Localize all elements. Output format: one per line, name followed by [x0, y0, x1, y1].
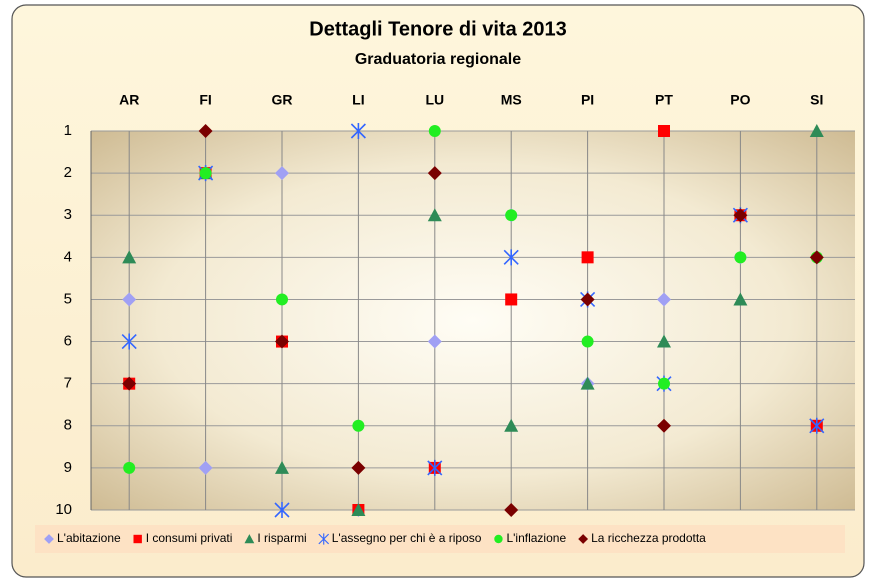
y-tick-label: 6 [64, 333, 72, 350]
legend-label: La ricchezza prodotta [591, 531, 706, 545]
marker [351, 460, 366, 475]
legend-item: I risparmi [244, 531, 307, 545]
marker [318, 533, 330, 545]
y-tick-label: 1 [64, 122, 72, 139]
legend-label: L'abitazione [57, 531, 121, 545]
legend-label: I consumi privati [146, 531, 233, 545]
marker [657, 418, 671, 433]
marker [122, 376, 137, 391]
marker [276, 293, 288, 306]
legend-item: La ricchezza prodotta [578, 531, 706, 545]
marker [505, 209, 518, 222]
marker [133, 534, 142, 544]
marker [123, 461, 136, 474]
x-tick-label: AR [119, 92, 139, 108]
marker [275, 166, 289, 181]
x-tick-label: FI [199, 92, 211, 108]
marker [427, 208, 442, 222]
marker [494, 534, 503, 544]
legend-label: L'assegno per chi è a riposo [332, 531, 482, 545]
x-tick-label: GR [272, 92, 293, 108]
marker [121, 333, 137, 350]
legend-item: L'assegno per chi è a riposo [318, 531, 482, 545]
y-tick-label: 10 [55, 501, 72, 518]
marker [657, 292, 671, 307]
marker [274, 502, 290, 518]
marker [581, 335, 594, 348]
legend-item: L'abitazione [44, 531, 121, 545]
legend-item: I consumi privati [133, 531, 232, 545]
marker [580, 292, 595, 307]
marker [122, 292, 137, 307]
marker [275, 460, 289, 474]
marker [198, 124, 213, 138]
marker [809, 250, 824, 265]
marker [198, 460, 213, 475]
y-tick-label: 9 [64, 459, 72, 476]
marker [578, 534, 589, 544]
marker [351, 503, 366, 516]
plot-area [91, 131, 855, 510]
legend-item: L'inflazione [494, 531, 566, 545]
y-tick-label: 3 [64, 206, 72, 223]
x-tick-label: LI [352, 92, 364, 108]
marker [580, 376, 595, 390]
marker [122, 250, 137, 264]
x-tick-label: PO [730, 92, 750, 108]
marker [275, 334, 289, 349]
marker [352, 419, 365, 432]
marker [809, 417, 825, 434]
marker [428, 125, 441, 137]
marker [658, 377, 670, 390]
y-tick-label: 8 [64, 417, 72, 434]
legend-label: L'inflazione [506, 531, 566, 545]
chart-subtitle: Graduatoria regionale [355, 51, 521, 68]
marker [199, 167, 212, 180]
marker [734, 251, 747, 264]
x-tick-label: MS [501, 92, 522, 108]
marker [809, 124, 824, 137]
marker [733, 208, 748, 223]
x-tick-label: SI [810, 92, 823, 108]
marker [504, 418, 519, 432]
marker [505, 293, 518, 306]
marker [427, 166, 442, 181]
chart-title: Dettagli Tenore di vita 2013 [309, 18, 567, 40]
x-tick-label: LU [425, 92, 444, 108]
marker [350, 123, 366, 139]
marker [503, 249, 519, 266]
marker [733, 292, 748, 306]
x-tick-label: PT [655, 92, 673, 108]
marker [427, 459, 443, 476]
marker [427, 334, 442, 349]
legend-label: I risparmi [257, 531, 306, 545]
marker [244, 534, 255, 544]
y-tick-label: 5 [64, 290, 72, 307]
y-tick-label: 7 [64, 375, 72, 392]
y-tick-label: 2 [64, 164, 72, 181]
marker [581, 251, 594, 264]
marker [504, 503, 519, 517]
x-tick-label: PI [581, 92, 594, 108]
marker [657, 334, 671, 348]
marker [44, 534, 54, 544]
y-tick-label: 4 [64, 248, 72, 265]
marker [658, 125, 670, 137]
legend-box [35, 525, 845, 553]
